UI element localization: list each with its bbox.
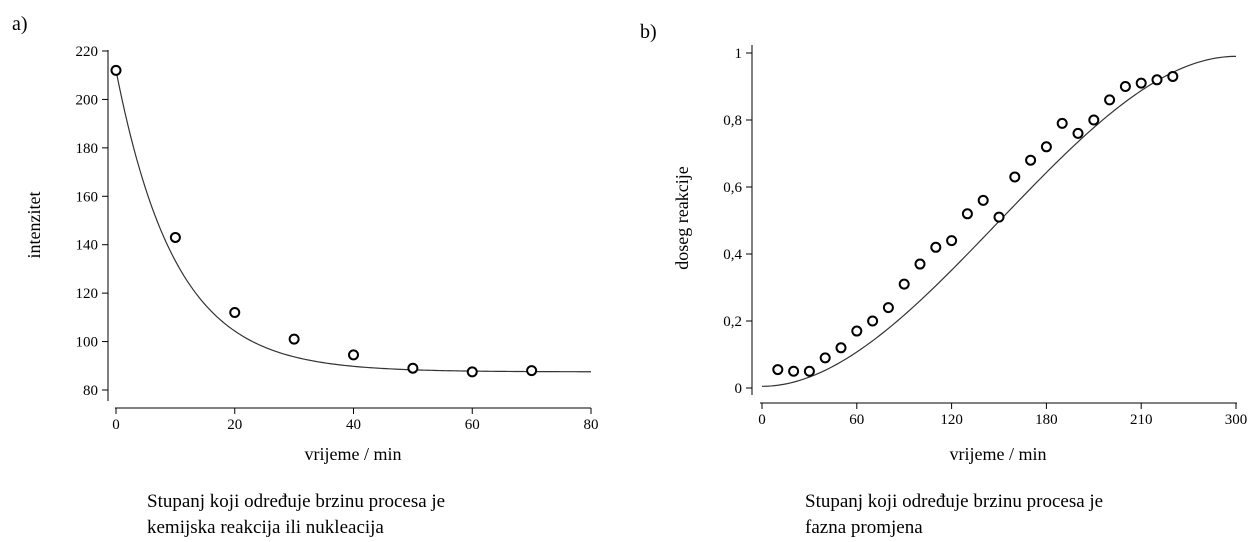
panel-b-data-point — [1151, 74, 1163, 86]
panel-b-data-point — [1104, 94, 1116, 106]
panel-b-data-point — [1119, 81, 1131, 92]
panel-b-y-tick-label: 0,2 — [723, 314, 742, 330]
panel-a-y-tick-label: 120 — [76, 286, 99, 302]
panel-b-data-point — [882, 302, 894, 314]
panel-b-data-point — [930, 241, 942, 253]
panel-a-x-tick-label: 60 — [465, 417, 480, 433]
panel-b-y-tick-label: 0,8 — [723, 113, 742, 129]
panel-b-x-ticks: 0 60 120 180 210 300 — [758, 403, 1247, 428]
panel-b-y-ticks: 0 0,2 0,4 0,6 0,8 1 — [723, 46, 752, 397]
panel-a-x-tick-label: 40 — [346, 417, 361, 433]
panel-b-data-point — [1056, 117, 1068, 129]
panel-a-data-point — [229, 307, 241, 319]
panel-b-data-point — [1072, 127, 1084, 139]
panel-a-y-ticks: 80 100 120 140 160 180 200 220 — [76, 44, 108, 399]
panel-a-y-tick-label: 100 — [76, 335, 99, 351]
panel-b-data-point — [851, 325, 863, 337]
panel-b-x-tick-label: 0 — [758, 412, 766, 428]
panel-a-data-points — [110, 64, 538, 378]
panel-b-data-point — [977, 194, 989, 206]
panel-b-x-tick-label: 300 — [1225, 412, 1248, 428]
panel-b-data-point — [772, 364, 784, 376]
panel-b-x-tick-label: 210 — [1130, 412, 1153, 428]
panel-a-x-tick-label: 80 — [584, 417, 599, 433]
panel-b-data-point — [803, 365, 815, 377]
panel-a-y-tick-label: 140 — [76, 238, 99, 254]
panel-b-data-point — [1135, 77, 1147, 89]
panel-b-y-tick-label: 0,4 — [723, 247, 742, 263]
panel-a-y-axis-title: intenzitet — [24, 192, 44, 259]
panel-b-x-tick-label: 180 — [1035, 412, 1058, 428]
panel-a-x-tick-label: 0 — [112, 417, 120, 433]
panel-a-data-point — [466, 366, 478, 378]
panel-a-fit-curve — [115, 70, 592, 373]
panel-b-data-point — [1009, 171, 1021, 183]
panel-a-data-point — [169, 231, 181, 243]
panel-b-data-point — [1088, 114, 1100, 126]
panel-b-x-axis-title: vrijeme / min — [950, 444, 1047, 464]
panel-b-data-point — [835, 342, 847, 354]
panel-b-caption-line-2: fazna promjena — [805, 517, 923, 538]
panel-b-data-point — [788, 365, 800, 377]
panel-a-x-axis-title: vrijeme / min — [305, 444, 402, 464]
panel-a-label: a) — [12, 13, 28, 35]
panel-a-y-tick-label: 80 — [83, 383, 98, 399]
panel-b-data-point — [993, 211, 1005, 223]
panel-a-data-point — [348, 349, 359, 361]
panel-b-axes — [751, 45, 1237, 404]
panel-a-data-point — [110, 64, 122, 76]
panel-b-data-point — [961, 208, 973, 220]
panel-a-x-tick-label: 20 — [227, 417, 242, 433]
panel-b-data-point — [898, 278, 910, 290]
panel-b-label: b) — [640, 21, 657, 43]
panel-b-x-tick-label: 120 — [940, 412, 963, 428]
panel-b-data-point — [1040, 141, 1052, 153]
panel-b-data-point — [914, 258, 926, 270]
panel-b-data-point — [1025, 154, 1037, 166]
panel-b-data-points — [772, 70, 1179, 377]
panel-b-caption-line-1: Stupanj koji određuje brzinu procesa je — [805, 491, 1103, 512]
panel-b-data-point — [1167, 70, 1179, 82]
panel-b-y-tick-label: 0 — [735, 381, 743, 397]
panel-a-y-tick-label: 160 — [76, 189, 99, 205]
panel-a-data-point — [526, 365, 538, 377]
panel-b: b) 0 0,2 0,4 0,6 0,8 1 0 60 120 180 210 300 doseg … — [640, 21, 1247, 538]
panel-a-caption-line-1: Stupanj koji određuje brzinu procesa je — [147, 491, 445, 512]
panel-b-y-tick-label: 1 — [735, 46, 743, 62]
panel-a-y-tick-label: 220 — [76, 44, 99, 60]
panel-b-y-tick-label: 0,6 — [723, 180, 742, 196]
panel-b-data-point — [946, 235, 958, 247]
panel-a-data-point — [407, 362, 419, 374]
panel-a-y-tick-label: 180 — [76, 141, 99, 157]
panel-b-y-axis-title: doseg reakcije — [672, 166, 692, 269]
panel-a: a) 80 100 120 140 160 180 200 220 0 20 40 60 80 int… — [12, 13, 599, 538]
panel-a-y-tick-label: 200 — [76, 92, 99, 108]
panel-b-x-tick-label: 60 — [849, 412, 864, 428]
panel-b-data-point — [819, 352, 831, 364]
panel-a-caption-line-2: kemijska reakcija ili nukleacija — [147, 517, 384, 538]
panel-b-data-point — [867, 315, 879, 327]
panel-a-data-point — [288, 333, 300, 345]
panel-a-x-ticks: 0 20 40 60 80 — [112, 408, 599, 433]
